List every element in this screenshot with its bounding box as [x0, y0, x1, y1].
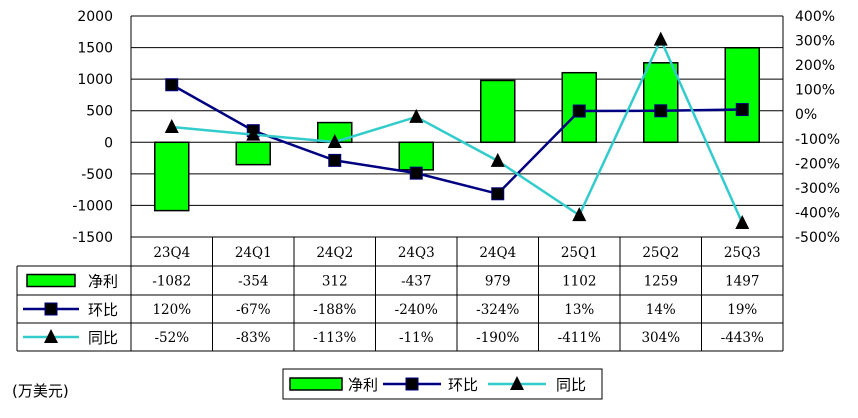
legend-label: 同比 [556, 376, 586, 394]
data-point [572, 104, 586, 118]
x-tick-label: 25Q3 [724, 245, 761, 261]
legend-marker [510, 376, 524, 390]
x-tick-label: 24Q1 [235, 245, 272, 261]
y-left-tick-label: 1500 [77, 41, 113, 57]
bar [480, 79, 516, 144]
y-right-tick-label: 200% [795, 58, 835, 74]
data-point [165, 78, 179, 92]
y-left-tick-label: 1000 [77, 72, 113, 88]
bar [643, 62, 679, 144]
table-cell: -443% [721, 330, 764, 346]
table-cell: 979 [485, 274, 511, 290]
data-point [491, 187, 505, 201]
table-cell: 1259 [644, 274, 678, 290]
table-cell: 13% [564, 302, 594, 318]
table-series-name: 净利 [88, 273, 118, 291]
y-right-tick-label: -200% [795, 156, 840, 172]
x-tick-label: 24Q2 [316, 245, 353, 261]
data-point [328, 153, 342, 167]
y-right-tick-label: 0% [795, 107, 817, 123]
x-tick-label: 25Q1 [561, 245, 598, 261]
table-cell: -188% [313, 302, 356, 318]
unit-label: (万美元) [12, 382, 69, 400]
bar [235, 141, 271, 166]
data-point [327, 133, 342, 148]
x-tick-label: 25Q2 [642, 245, 679, 261]
data-point [735, 103, 749, 117]
bar [398, 141, 434, 171]
y-right-tick-label: 400% [795, 9, 835, 25]
table-cell: -240% [395, 302, 438, 318]
data-point [490, 152, 505, 167]
y-left-tick-label: -1500 [72, 230, 113, 246]
table-cell: 1497 [725, 274, 759, 290]
y-left-tick-label: -500 [81, 167, 113, 183]
table-cell: -67% [236, 302, 271, 318]
y-left-tick-label: 0 [104, 135, 113, 151]
table-cell: 1102 [562, 274, 596, 290]
y-right-tick-label: -300% [795, 181, 840, 197]
legend-label: 环比 [448, 376, 478, 394]
y-right-tick-label: -400% [795, 205, 840, 221]
table-cell: -52% [154, 330, 189, 346]
bar [724, 47, 760, 144]
y-left-tick-label: 500 [86, 104, 113, 120]
series-line [171, 36, 744, 224]
data-point [572, 207, 587, 222]
table-series-name: 环比 [88, 301, 118, 319]
y-right-tick-label: 300% [795, 34, 835, 50]
table-cell: -1082 [152, 274, 191, 290]
x-tick-label: 24Q4 [479, 245, 516, 261]
table-cell: 304% [641, 330, 680, 346]
table-cell: 19% [727, 302, 757, 318]
table-legend-marker [44, 329, 58, 343]
table-cell: -190% [476, 330, 519, 346]
table-cell: -113% [313, 330, 356, 346]
data-point [735, 215, 750, 230]
table-cell: -11% [399, 330, 434, 346]
table-legend-marker [44, 302, 58, 316]
legend-swatch [289, 377, 343, 391]
data-point [246, 126, 261, 141]
y-left-tick-label: 2000 [77, 9, 113, 25]
y-right-tick-label: -500% [795, 230, 840, 246]
data-point [654, 104, 668, 118]
x-tick-label: 23Q4 [153, 245, 190, 261]
y-right-tick-label: 100% [795, 83, 835, 99]
table-cell: -83% [236, 330, 271, 346]
data-point [653, 31, 668, 46]
table-cell: -324% [476, 302, 519, 318]
table-cell: 14% [646, 302, 676, 318]
legend-marker [405, 377, 419, 391]
table-cell: 120% [152, 302, 191, 318]
data-point [164, 118, 179, 133]
table-cell: -354 [238, 274, 268, 290]
table-legend-key [26, 273, 76, 288]
data-point [409, 166, 423, 180]
table-cell: -437 [401, 274, 431, 290]
y-right-tick-label: -100% [795, 132, 840, 148]
table-cell: 312 [322, 274, 348, 290]
legend-label: 净利 [348, 376, 378, 394]
table-series-name: 同比 [88, 329, 118, 347]
table-cell: -411% [558, 330, 601, 346]
y-left-tick-label: -1000 [72, 198, 113, 214]
data-point [409, 108, 424, 123]
x-tick-label: 24Q3 [398, 245, 435, 261]
bar [154, 141, 190, 212]
